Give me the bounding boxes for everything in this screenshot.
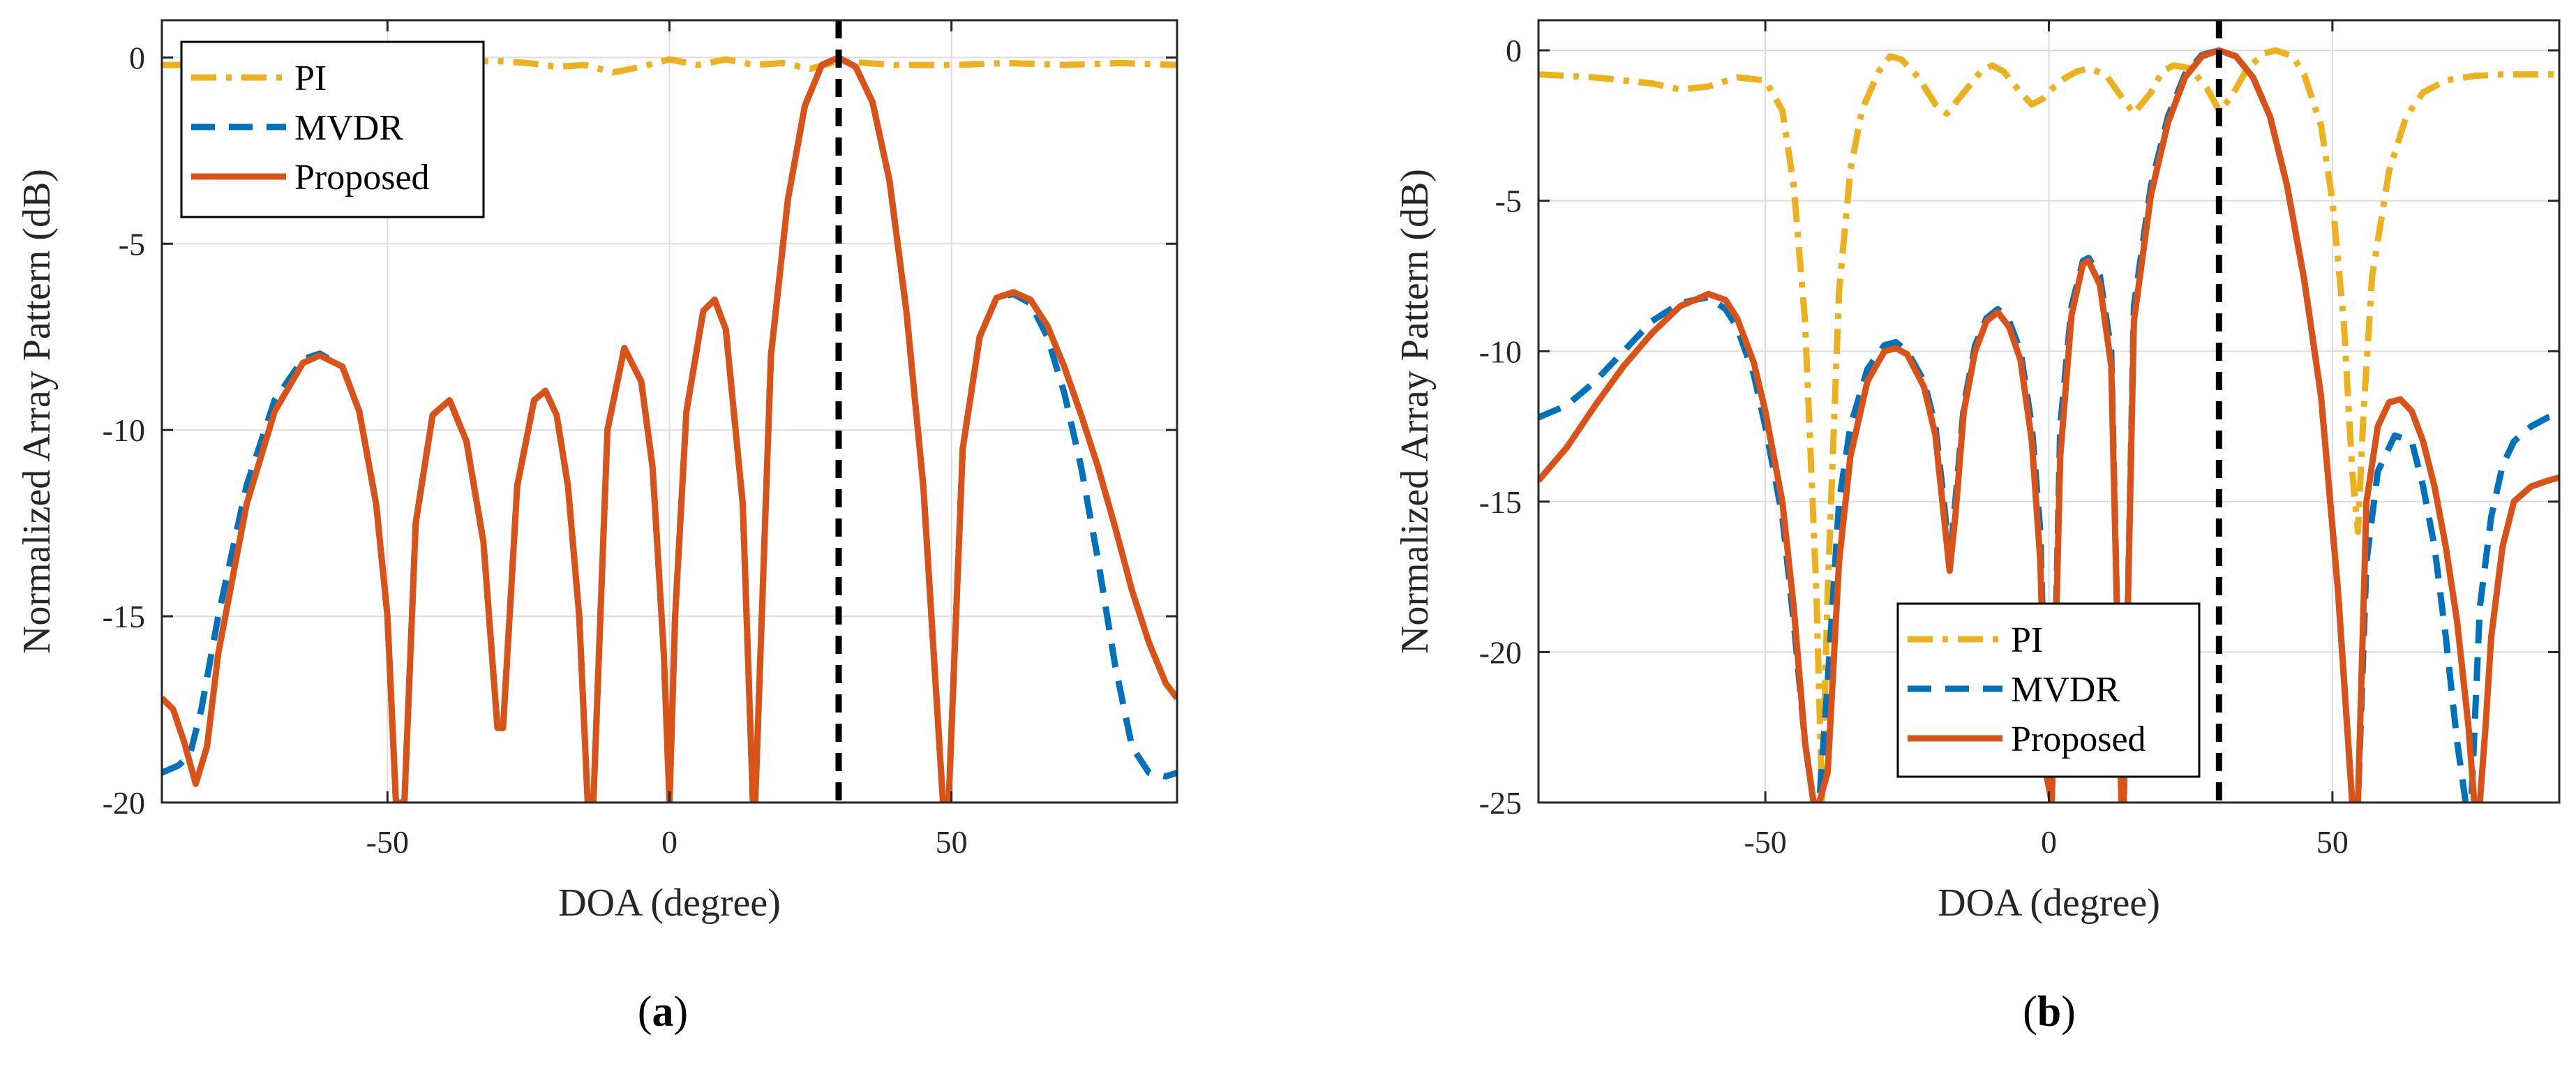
- x-tick-label: 50: [936, 824, 968, 860]
- y-tick-label: -20: [103, 785, 145, 821]
- x-tick-label: 50: [2316, 824, 2349, 860]
- series-line-pi: [162, 56, 1177, 76]
- y-axis-label: Normalized Array Pattern (dB): [15, 169, 59, 654]
- legend-label-pi: PI: [294, 59, 327, 98]
- series-group: [162, 54, 1177, 803]
- legend: PI MVDR Proposed: [1896, 602, 2201, 778]
- legend-label-proposed: Proposed: [2011, 719, 2146, 759]
- x-tick-label: 0: [661, 824, 677, 860]
- y-tick-label: -25: [1479, 785, 1522, 821]
- legend-label-mvdr: MVDR: [2011, 670, 2120, 710]
- x-axis-label: DOA (degree): [1938, 881, 2160, 925]
- legend: PI MVDR Proposed: [180, 40, 485, 218]
- legend-label-pi: PI: [2011, 620, 2043, 660]
- series-line-proposed: [162, 54, 1177, 803]
- y-tick-label: -20: [1479, 634, 1522, 670]
- series-line-pi: [1538, 47, 2559, 803]
- y-tick-label: -10: [103, 412, 145, 448]
- y-tick-label: -5: [119, 226, 145, 262]
- series-line-proposed: [1538, 47, 2559, 803]
- series-group: [1538, 47, 2559, 803]
- legend-label-mvdr: MVDR: [294, 108, 403, 148]
- chart-panel-a: -50 0 50 0 -5 -10 -15 -20 DOA (degree) Normalized…: [15, 19, 1178, 1036]
- y-tick-label: -15: [103, 599, 145, 634]
- x-axis-label: DOA (degree): [558, 881, 781, 925]
- y-tick-label: 0: [1506, 33, 1522, 68]
- x-tick-label: 0: [2041, 824, 2057, 860]
- y-axis-label: Normalized Array Pattern (dB): [1393, 169, 1437, 654]
- y-tick-label: -15: [1479, 484, 1522, 520]
- y-tick-label: 0: [129, 40, 145, 75]
- y-tick-label: -5: [1495, 184, 1522, 219]
- legend-label-proposed: Proposed: [294, 158, 430, 197]
- chart-panel-b: -50 0 50 0 -5 -10 -15 -20 -25 DOA (degree) Normali…: [1393, 19, 2561, 1036]
- panel-label: (b): [2023, 988, 2076, 1036]
- panel-label: (a): [638, 988, 688, 1036]
- y-tick-label: -10: [1479, 334, 1522, 369]
- x-tick-label: -50: [1744, 824, 1786, 860]
- x-tick-label: -50: [366, 824, 409, 860]
